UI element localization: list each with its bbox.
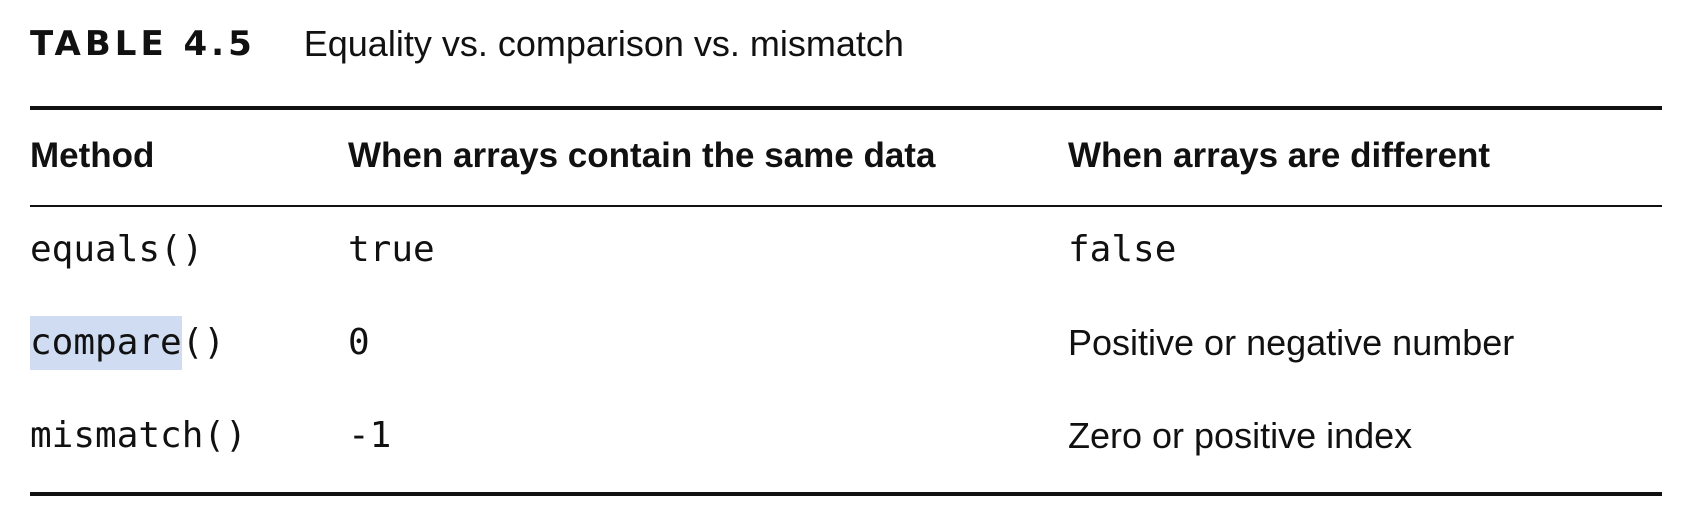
table-row: mismatch() -1 Zero or positive index xyxy=(30,406,1662,466)
table-row: compare() 0 Positive or negative number xyxy=(30,313,1662,373)
table-bottom-rule xyxy=(30,492,1662,496)
method-parens: () xyxy=(181,322,226,363)
table-top-rule xyxy=(30,106,1662,110)
table-row: equals() true false xyxy=(30,220,1662,280)
header-method: Method xyxy=(30,136,155,175)
same-data-cell: -1 xyxy=(348,415,392,456)
table-header-rule xyxy=(30,205,1662,207)
table-caption: TABLE 4.5 Equality vs. comparison vs. mi… xyxy=(30,20,904,68)
different-cell: Zero or positive index xyxy=(1068,415,1413,456)
table-header-row: Method When arrays contain the same data… xyxy=(30,126,1662,186)
different-cell: false xyxy=(1068,229,1177,270)
different-cell: Positive or negative number xyxy=(1068,322,1515,363)
method-cell: mismatch() xyxy=(30,415,247,456)
method-cell: compare() xyxy=(30,313,225,373)
method-cell: equals() xyxy=(30,229,204,270)
same-data-cell: 0 xyxy=(348,322,370,363)
same-data-cell: true xyxy=(348,229,435,270)
table-title: Equality vs. comparison vs. mismatch xyxy=(303,23,904,64)
table-number: TABLE 4.5 xyxy=(30,24,256,64)
header-same-data: When arrays contain the same data xyxy=(348,136,936,175)
header-different: When arrays are different xyxy=(1068,136,1491,175)
selected-text-highlight[interactable]: compare xyxy=(30,316,182,370)
